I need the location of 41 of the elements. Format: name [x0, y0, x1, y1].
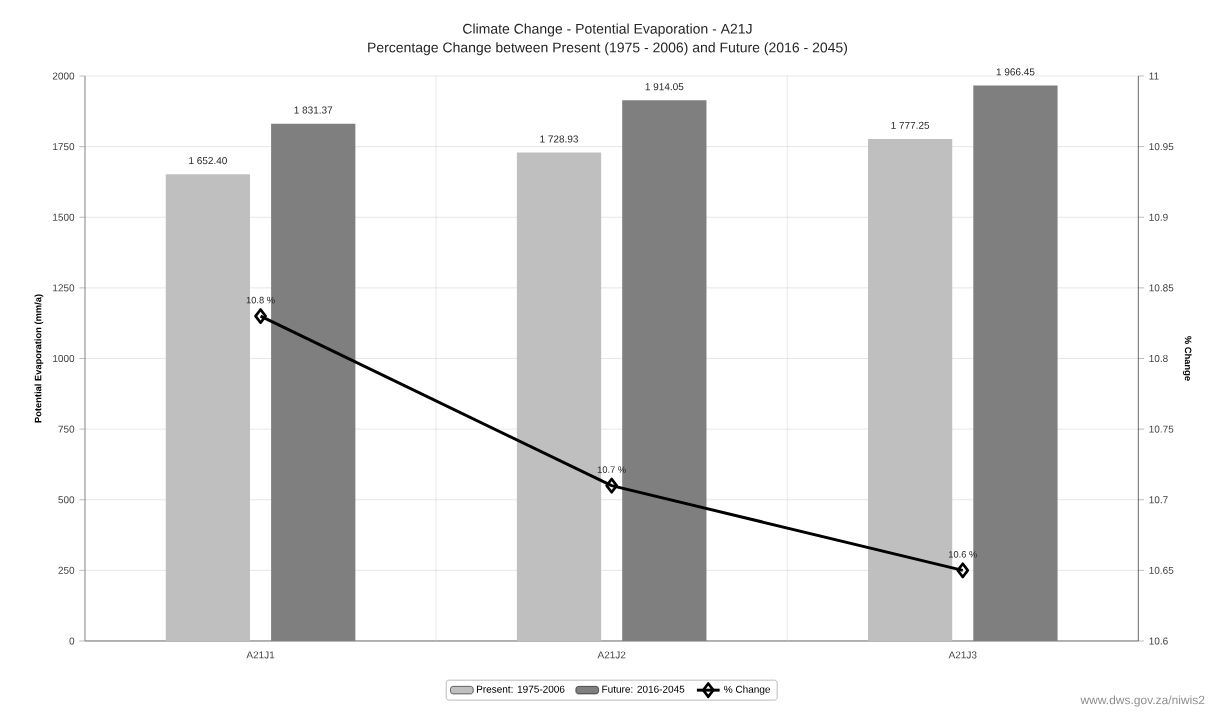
x-tick-label: A21J1: [246, 651, 275, 659]
y-tick-label: 0: [69, 637, 75, 645]
data-label: 10.6 %: [948, 551, 977, 558]
y2-tick-label: 10.95: [1149, 143, 1174, 151]
data-label: 1 831.37: [294, 106, 333, 114]
point: [956, 562, 970, 579]
x-tick-label: A21J2: [597, 651, 626, 659]
data-label: 1 777.25: [891, 121, 930, 129]
data-label: 10.8 %: [246, 296, 275, 304]
y2-tick-label: 10.75: [1149, 425, 1174, 433]
y-tick-label: 1500: [53, 213, 75, 221]
y-tick-label: 1750: [53, 143, 75, 151]
y-tick-label: 2000: [52, 72, 75, 80]
data-label: 1 966.45: [996, 68, 1035, 76]
data-label: 1 652.40: [189, 157, 227, 165]
y2-tick-label: 10.6: [1149, 637, 1168, 645]
y-tick-label: 750: [58, 425, 75, 433]
y2-tick-label: 10.7: [1149, 496, 1168, 504]
data-label: 1 914.05: [645, 83, 684, 91]
legend-label: % Change: [724, 685, 771, 695]
y-tick-label: 1250: [53, 284, 75, 292]
y-tick-label: 250: [58, 566, 75, 574]
text: www.dws.gov.za/niwis2: [1080, 695, 1205, 707]
y2-tick-label: 11: [1149, 72, 1159, 80]
y2-tick-label: 10.9: [1149, 213, 1168, 221]
x-tick-label: A21J3: [948, 651, 977, 659]
y2-tick-label: 10.85: [1149, 284, 1174, 292]
chart-title: Climate Change - Potential Evaporation - A21J: [463, 23, 752, 37]
data-label: 10.7 %: [597, 466, 626, 473]
y-tick-label: 500: [58, 496, 75, 504]
y2-axis-title: % Change: [1182, 336, 1192, 381]
legend-label: Future: 2016-2045: [602, 685, 685, 693]
data-label: 1 728.93: [540, 135, 579, 143]
point: [605, 477, 619, 494]
y-tick-label: 1000: [53, 354, 75, 363]
y2-tick-label: 10.65: [1149, 566, 1174, 574]
y2-tick-label: 10.8: [1149, 354, 1168, 363]
chart-subtitle: Percentage Change between Present (1975 - 2006) and Future (2016 - 2045): [368, 42, 848, 56]
legend-label: Present: 1975-2006: [476, 685, 565, 693]
point: [254, 308, 267, 325]
y-axis-title: Potential Evaporation (mm/a): [34, 294, 44, 423]
